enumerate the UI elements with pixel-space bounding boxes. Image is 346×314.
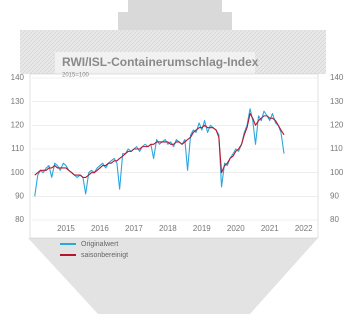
x-tick-label: 2015 — [57, 224, 75, 233]
chart-subtitle: 2015=100 — [62, 73, 90, 79]
y2-tick-label: 110 — [330, 144, 343, 153]
y-tick-label: 110 — [11, 144, 24, 153]
y2-tick-label: 130 — [330, 97, 344, 106]
y-tick-label: 130 — [11, 97, 25, 106]
x-tick-label: 2019 — [193, 224, 211, 233]
y-tick-label: 100 — [11, 168, 25, 177]
legend-label: Originalwert — [81, 241, 118, 248]
y-tick-label: 140 — [11, 73, 25, 82]
ship-hull — [28, 238, 318, 314]
plot-area — [30, 74, 318, 238]
chart-title: RWI/ISL-Containerumschlag-Index — [62, 55, 259, 69]
x-tick-label: 2022 — [295, 224, 313, 233]
y-tick-label: 120 — [11, 120, 25, 129]
x-tick-label: 2021 — [261, 224, 279, 233]
y2-tick-label: 100 — [330, 168, 344, 177]
x-tick-label: 2017 — [125, 224, 143, 233]
y2-tick-label: 90 — [330, 191, 339, 200]
y2-tick-label: 120 — [330, 120, 344, 129]
y2-tick-label: 80 — [330, 215, 339, 224]
x-tick-label: 2020 — [227, 224, 245, 233]
y2-tick-label: 140 — [330, 73, 344, 82]
x-tick-label: 2016 — [91, 224, 109, 233]
chart: RWI/ISL-Containerumschlag-Index 2015=100… — [0, 0, 346, 314]
y-tick-label: 80 — [15, 215, 24, 224]
legend-label: saisonbereinigt — [81, 252, 128, 259]
x-tick-label: 2018 — [159, 224, 177, 233]
y-tick-label: 90 — [15, 191, 24, 200]
ship-bridge — [118, 0, 232, 30]
